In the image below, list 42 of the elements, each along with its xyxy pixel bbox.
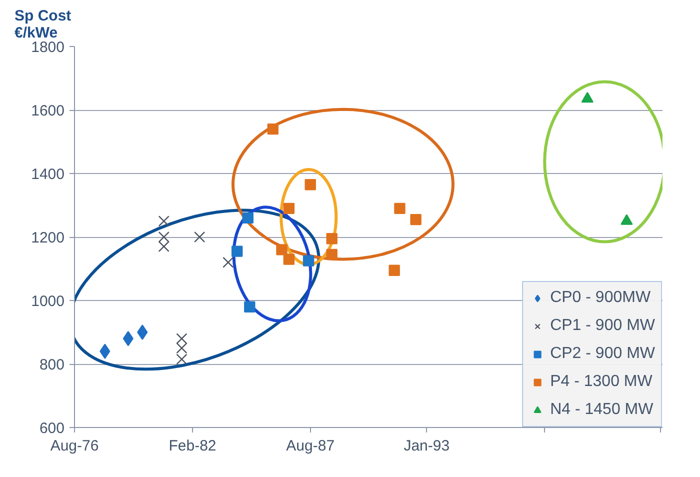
x-tick-label: Aug-76 — [50, 438, 99, 454]
point — [122, 331, 134, 346]
point — [326, 248, 338, 260]
x-tick-label: Feb-82 — [168, 438, 216, 454]
legend-label: CP2 - 900 MW — [550, 345, 655, 363]
point — [276, 244, 288, 256]
point — [388, 264, 400, 276]
point — [326, 232, 338, 244]
y-tick-label: 1200 — [31, 230, 65, 246]
legend-label: CP0 - 900MW — [550, 289, 651, 307]
y-tick-label: 1400 — [31, 166, 65, 183]
point — [158, 216, 170, 227]
y-axis-title: Sp Cost €/kWe — [14, 8, 72, 42]
point — [231, 246, 243, 257]
point — [222, 256, 234, 268]
point — [283, 254, 295, 265]
point — [100, 344, 110, 359]
point — [242, 212, 254, 224]
point — [137, 324, 148, 340]
legend-label: P4 - 1300 MW — [550, 373, 652, 391]
point — [302, 255, 314, 266]
x-tick-label: Aug-87 — [286, 438, 335, 454]
point — [158, 231, 170, 243]
point — [194, 231, 206, 243]
y-tick-label: 1000 — [31, 293, 65, 310]
point — [267, 123, 279, 135]
point — [283, 202, 295, 214]
legend-label: CP1 - 900 MW — [550, 317, 655, 335]
point — [244, 301, 256, 312]
y-tick-label: 800 — [39, 356, 65, 374]
point — [158, 240, 170, 252]
point — [176, 333, 188, 344]
y-tick-label: 600 — [39, 420, 65, 437]
point — [394, 202, 406, 214]
point — [176, 342, 188, 354]
y-tick-label: 1800 — [31, 39, 65, 56]
point — [304, 179, 316, 190]
y-tick-label: 1600 — [31, 102, 65, 120]
legend-label: N4 - 1450 MW — [550, 401, 654, 419]
x-tick-label: Jan-93 — [404, 438, 450, 454]
point — [176, 354, 188, 365]
point — [410, 214, 422, 226]
